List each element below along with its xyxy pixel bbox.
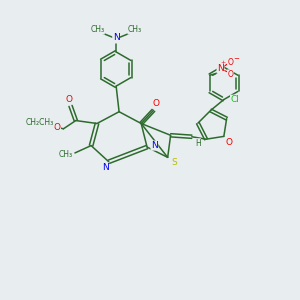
Text: N: N <box>113 33 119 42</box>
Text: O: O <box>53 123 61 132</box>
Text: Cl: Cl <box>230 95 239 104</box>
Text: O: O <box>227 70 233 79</box>
Text: O: O <box>226 138 232 147</box>
Text: O: O <box>65 95 73 104</box>
Text: O: O <box>152 99 159 108</box>
Text: −: − <box>233 56 239 62</box>
Text: H: H <box>195 139 201 148</box>
Text: N: N <box>151 141 158 150</box>
Text: CH₃: CH₃ <box>58 150 73 159</box>
Text: +: + <box>221 60 226 65</box>
Text: CH₃: CH₃ <box>90 25 104 34</box>
Text: CH₂CH₃: CH₂CH₃ <box>26 118 54 127</box>
Text: CH₃: CH₃ <box>128 25 142 34</box>
Text: O: O <box>227 58 233 67</box>
Text: S: S <box>171 158 177 167</box>
Text: N: N <box>217 64 224 73</box>
Text: N: N <box>102 163 109 172</box>
